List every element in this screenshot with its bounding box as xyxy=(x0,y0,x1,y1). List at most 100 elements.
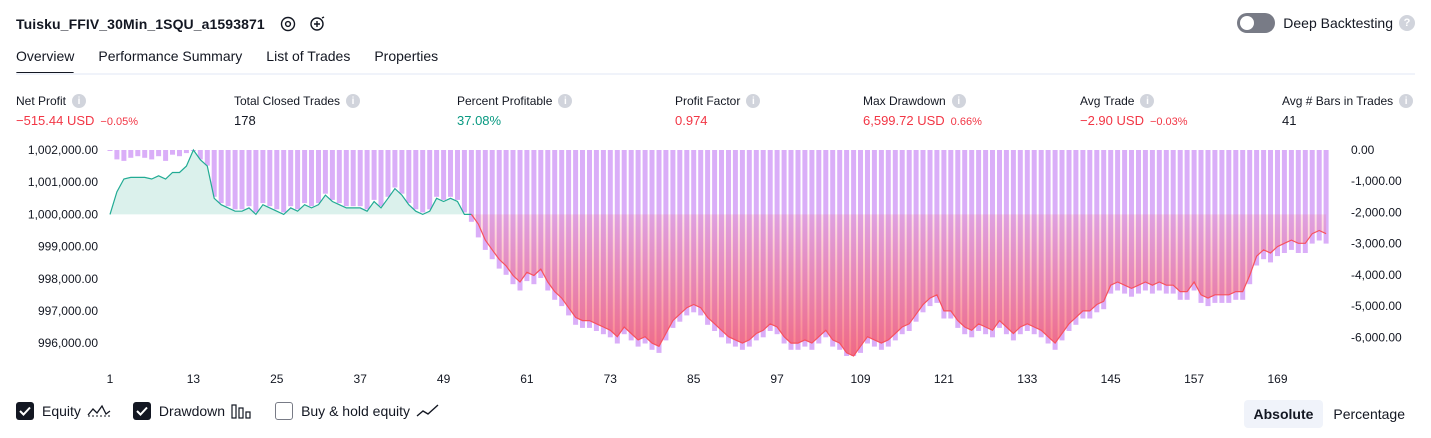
info-icon[interactable]: i xyxy=(746,94,761,108)
drawdown-bar xyxy=(135,150,141,157)
drawdown-bar xyxy=(163,150,169,161)
deep-backtesting-toggle[interactable] xyxy=(1237,13,1276,33)
drawdown-bar xyxy=(107,150,113,151)
drawdown-bar xyxy=(482,150,488,250)
metric-value: −515.44 USD −0.05% xyxy=(16,113,138,128)
drawdown-bar xyxy=(288,150,294,207)
metric-total-closed-trades: Total Closed Trades i 178 xyxy=(234,93,361,128)
drawdown-bar xyxy=(441,150,447,200)
metric-value-main: 178 xyxy=(234,113,256,128)
help-icon[interactable]: ? xyxy=(1399,15,1415,31)
metric-label-text: Max Drawdown xyxy=(863,94,946,108)
metric-label: Net Profit i xyxy=(16,93,138,109)
drawdown-bar xyxy=(461,150,467,213)
right-axis-label: 0.00 xyxy=(1351,143,1375,157)
toggle-knob xyxy=(1240,16,1255,30)
metric-label-text: Avg # Bars in Trades xyxy=(1282,94,1394,108)
drawdown-bars-icon xyxy=(231,403,253,419)
info-icon[interactable]: i xyxy=(558,94,573,108)
left-axis-label: 996,000.00 xyxy=(38,336,98,350)
buy-hold-checkbox[interactable] xyxy=(275,402,294,420)
x-axis-label: 109 xyxy=(850,372,870,386)
info-icon[interactable]: i xyxy=(346,94,361,108)
metric-value-main: 37.08% xyxy=(457,113,502,128)
drawdown-bar xyxy=(1268,150,1273,263)
drawdown-bar xyxy=(1309,150,1315,244)
settings-gear-icon[interactable] xyxy=(277,13,299,35)
drawdown-bar xyxy=(156,150,162,157)
info-icon[interactable]: i xyxy=(1399,94,1414,108)
drawdown-bar xyxy=(253,150,259,213)
left-axis-label: 998,000.00 xyxy=(38,272,98,286)
drawdown-bar xyxy=(267,150,273,207)
x-axis-label: 1 xyxy=(107,372,114,386)
metric-label: Percent Profitable i xyxy=(457,93,573,109)
x-axis-label: 49 xyxy=(437,372,451,386)
metric-percent-profitable: Percent Profitable i 37.08% xyxy=(457,93,573,128)
deep-backtesting: Deep Backtesting ? xyxy=(1237,13,1415,33)
metric-avg-trade: Avg Trade i −2.90 USD −0.03% xyxy=(1080,93,1188,128)
left-axis-label: 1,000,000.00 xyxy=(28,207,98,221)
metric-avg-bars-in-trades: Avg # Bars in Trades i 41 xyxy=(1282,93,1414,128)
drawdown-bar xyxy=(322,150,328,194)
report-tabs: Overview Performance Summary List of Tra… xyxy=(16,44,462,75)
metric-value-main: 6,599.72 USD xyxy=(863,113,945,128)
left-axis-label: 997,000.00 xyxy=(38,304,98,318)
equity-line-down xyxy=(470,214,1327,357)
metric-max-drawdown: Max Drawdown i 6,599.72 USD 0.66% xyxy=(863,93,982,128)
drawdown-bar xyxy=(211,150,217,197)
tab-performance-summary[interactable]: Performance Summary xyxy=(98,48,243,64)
info-icon[interactable]: i xyxy=(72,94,87,108)
drawdown-bar xyxy=(434,150,440,197)
drawdown-bar xyxy=(274,150,280,210)
drawdown-bar xyxy=(121,150,127,161)
strategy-header: Tuisku_FFIV_30Min_1SQU_a1593871 xyxy=(16,12,329,36)
drawdown-bar xyxy=(448,150,453,197)
info-icon[interactable]: i xyxy=(1140,94,1155,108)
legend-equity-label: Equity xyxy=(42,403,81,419)
x-axis-label: 13 xyxy=(187,372,201,386)
drawdown-bar xyxy=(413,150,419,210)
drawdown-bar xyxy=(538,150,544,278)
metric-label: Avg # Bars in Trades i xyxy=(1282,93,1414,109)
drawdown-bar xyxy=(183,150,189,154)
drawdown-bar xyxy=(329,150,335,200)
right-axis-label: -2,000.00 xyxy=(1351,205,1402,219)
drawdown-bar xyxy=(1254,150,1260,266)
metric-value: 178 xyxy=(234,113,360,128)
metric-net-profit: Net Profit i −515.44 USD −0.05% xyxy=(16,93,138,128)
metric-label: Total Closed Trades i xyxy=(234,93,361,109)
metric-label-text: Total Closed Trades xyxy=(234,94,341,108)
right-axis-label: -5,000.00 xyxy=(1351,299,1402,313)
drawdown-bar xyxy=(218,150,224,204)
left-axis-label: 1,002,000.00 xyxy=(28,143,98,157)
drawdown-checkbox[interactable] xyxy=(132,402,151,420)
legend-buy-hold[interactable]: Buy & hold equity xyxy=(275,402,440,420)
tab-overview[interactable]: Overview xyxy=(16,44,75,75)
equity-checkbox[interactable] xyxy=(16,402,34,420)
tab-list-of-trades[interactable]: List of Trades xyxy=(266,48,351,64)
drawdown-bar xyxy=(1288,150,1294,250)
drawdown-bar xyxy=(468,150,474,222)
drawdown-bar xyxy=(475,150,481,238)
x-axis-label: 85 xyxy=(687,372,701,386)
drawdown-bar xyxy=(295,150,301,210)
drawdown-bar xyxy=(260,150,266,204)
info-icon[interactable]: i xyxy=(951,94,966,108)
legend-drawdown[interactable]: Drawdown xyxy=(132,402,253,420)
absolute-button[interactable]: Absolute xyxy=(1243,400,1324,428)
tab-properties[interactable]: Properties xyxy=(374,48,439,64)
metric-value-percent: −0.05% xyxy=(100,116,139,128)
legend-equity[interactable]: Equity xyxy=(16,402,111,420)
drawdown-bar xyxy=(343,150,349,207)
drawdown-bar xyxy=(1275,150,1280,257)
add-to-chart-icon[interactable] xyxy=(307,13,329,35)
drawdown-bar xyxy=(204,150,210,166)
percentage-button[interactable]: Percentage xyxy=(1333,406,1405,422)
drawdown-bar xyxy=(350,150,356,207)
drawdown-bar xyxy=(357,150,363,207)
x-axis-label: 37 xyxy=(354,372,368,386)
drawdown-bar xyxy=(246,150,252,207)
equity-line-up xyxy=(109,148,472,216)
drawdown-bar xyxy=(239,150,245,210)
